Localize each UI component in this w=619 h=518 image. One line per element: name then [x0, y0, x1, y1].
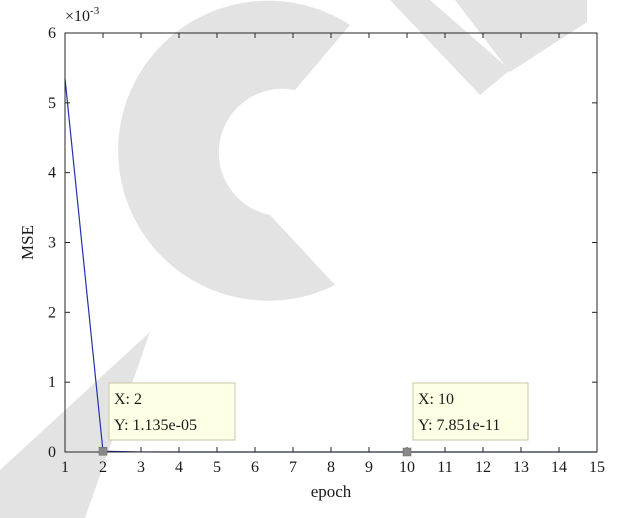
axes: 1 2 3 4 5 6 7 8 9 10 11 12 13 14 150123456×10-3epochMS… [18, 5, 605, 501]
x-tick-label: 10 [399, 459, 415, 476]
y-tick-label: 0 [48, 444, 56, 461]
y-tick-label: 4 [48, 165, 56, 182]
datatip-box [412, 382, 529, 441]
x-tick-label: 3 [137, 459, 145, 476]
datatip-y-text: Y: 1.135e-05 [114, 417, 197, 434]
x-tick-label: 15 [589, 459, 605, 476]
y-tick-label: 6 [48, 25, 56, 42]
datatip-x-text: X: 10 [418, 391, 454, 408]
watermark-letter-t [390, 0, 510, 95]
x-tick-label: 5 [213, 459, 221, 476]
x-tick-label: 13 [513, 459, 529, 476]
x-tick-label: 12 [475, 459, 491, 476]
x-tick-label: 14 [551, 459, 567, 476]
y-tick-label: 2 [48, 304, 56, 321]
x-tick-label: 7 [289, 459, 297, 476]
x-tick-label: 1 [61, 459, 69, 476]
x-tick-label: 6 [251, 459, 259, 476]
x-tick-label: 8 [327, 459, 335, 476]
x-axis-title: epoch [311, 482, 352, 501]
y-axis-title: MSE [18, 225, 37, 260]
x-tick-label: 4 [175, 459, 183, 476]
y-tick-label: 5 [48, 95, 56, 112]
datatips: X: 2 Y: 1.135e-05 X: 10 Y: 7.851e-11 [98, 382, 529, 457]
datatip-box [108, 382, 236, 441]
datatip-y-text: Y: 7.851e-11 [418, 417, 500, 434]
x-tick-label: 9 [365, 459, 373, 476]
x-tick-label: 11 [437, 459, 452, 476]
watermark-letter-c [118, 0, 350, 301]
y-exponent-label: ×10-3 [65, 5, 100, 25]
y-tick-label: 3 [48, 235, 56, 252]
datatip-marker [98, 446, 108, 456]
y-tick-label: 1 [48, 374, 56, 391]
datatip-x-text: X: 2 [114, 391, 142, 408]
watermark-letter-a [0, 332, 150, 518]
datatip-marker [402, 447, 412, 457]
x-tick-label: 2 [99, 459, 107, 476]
